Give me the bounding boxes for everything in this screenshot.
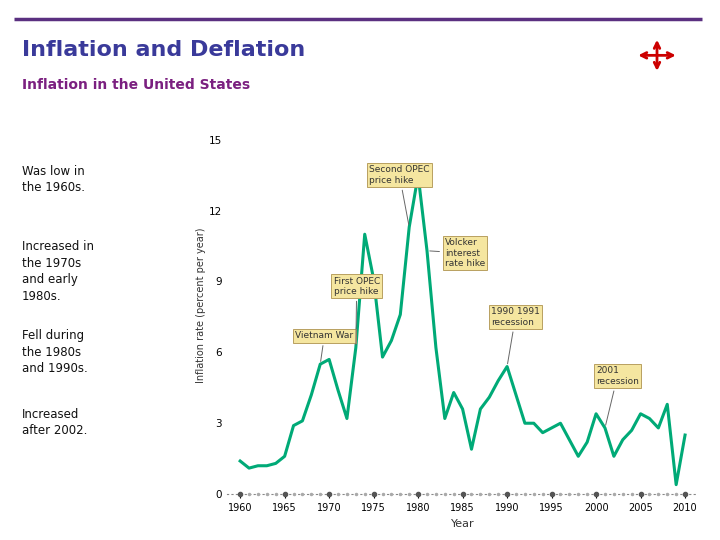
Text: First OPEC
price hike: First OPEC price hike — [333, 276, 380, 345]
Y-axis label: Inflation rate (percent per year): Inflation rate (percent per year) — [196, 227, 206, 383]
Text: Inflation and Deflation: Inflation and Deflation — [22, 40, 305, 60]
X-axis label: Year: Year — [451, 519, 474, 529]
Text: Increased
after 2002.: Increased after 2002. — [22, 408, 87, 437]
Text: Fell during
the 1980s
and 1990s.: Fell during the 1980s and 1990s. — [22, 329, 87, 375]
Text: Was low in
the 1960s.: Was low in the 1960s. — [22, 165, 85, 194]
Text: Inflation in the United States: Inflation in the United States — [22, 78, 250, 92]
Text: Second OPEC
price hike: Second OPEC price hike — [369, 165, 430, 225]
Text: 2001
recession: 2001 recession — [596, 366, 639, 425]
Text: Increased in
the 1970s
and early
1980s.: Increased in the 1970s and early 1980s. — [22, 240, 94, 303]
Text: Volcker
interest
rate hike: Volcker interest rate hike — [430, 238, 485, 268]
Text: Vietnam War: Vietnam War — [295, 332, 354, 361]
Text: 1990 1991
recession: 1990 1991 recession — [491, 307, 540, 364]
